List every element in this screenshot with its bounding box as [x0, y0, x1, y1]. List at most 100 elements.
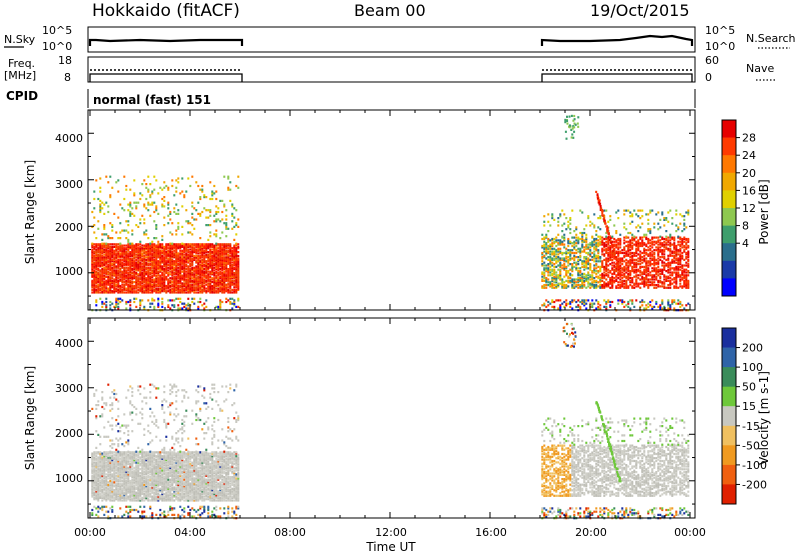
scatter-cell — [165, 268, 168, 271]
scatter-cell — [579, 258, 582, 261]
scatter-cell — [211, 277, 214, 280]
scatter-cell — [599, 237, 602, 241]
scatter-cell — [193, 277, 196, 280]
scatter-cell — [583, 277, 586, 280]
scatter-cell — [99, 203, 102, 206]
scatter-cell — [145, 229, 148, 232]
scatter-cell — [687, 213, 690, 216]
scatter-cell — [137, 286, 140, 289]
scatter-cell — [197, 269, 200, 272]
scatter-cell — [93, 224, 96, 227]
scatter-cell — [143, 268, 146, 271]
scatter-cell — [203, 243, 206, 246]
scatter-cell — [671, 260, 674, 263]
scatter-cell — [157, 260, 160, 263]
scatter-cell — [157, 282, 160, 285]
scatter-cell — [233, 300, 236, 304]
scatter-cell — [137, 264, 140, 267]
scatter-cell — [553, 240, 556, 243]
scatter-cell — [213, 252, 216, 255]
scatter-cell — [623, 279, 626, 282]
scatter-cell — [659, 242, 662, 245]
colorbar-segment — [722, 120, 736, 138]
scatter-cell — [157, 290, 160, 293]
scatter-cell — [177, 264, 180, 267]
scatter-cell — [147, 249, 150, 252]
scatter-cell — [139, 299, 142, 302]
scatter-cell — [679, 258, 682, 261]
scatter-cell — [613, 265, 616, 268]
scatter-cell — [663, 264, 666, 267]
scatter-cell — [683, 228, 686, 231]
scatter-cell — [231, 258, 234, 261]
scatter-cell — [561, 253, 564, 256]
scatter-cell — [623, 286, 626, 289]
scatter-cell — [165, 254, 168, 258]
scatter-cell — [165, 287, 168, 290]
scatter-cell — [179, 268, 182, 271]
scatter-cell — [183, 287, 186, 290]
scatter-cell — [677, 265, 680, 268]
scatter-cell — [113, 269, 116, 272]
scatter-cell — [101, 278, 104, 281]
scatter-cell — [547, 220, 550, 223]
scatter-cell — [205, 244, 208, 247]
scatter-cell — [167, 269, 170, 272]
scatter-cell — [155, 265, 158, 268]
scatter-cell — [155, 227, 158, 230]
scatter-cell — [121, 291, 124, 294]
scatter-cell — [119, 254, 122, 258]
scatter-cell — [171, 254, 174, 258]
scatter-cell — [105, 249, 108, 252]
scatter-cell — [687, 263, 690, 266]
scatter-cell — [209, 260, 212, 263]
scatter-cell — [181, 205, 184, 208]
scatter-cell — [129, 245, 132, 248]
scatter-cell — [235, 265, 238, 268]
scatter-cell — [593, 302, 596, 305]
scatter-cell — [151, 252, 154, 255]
scatter-cell — [625, 279, 628, 282]
scatter-cell — [175, 269, 178, 272]
scatter-cell — [545, 305, 548, 308]
scatter-cell — [199, 287, 202, 290]
scatter-cell — [139, 287, 142, 290]
scatter-cell — [125, 288, 128, 291]
scatter-cell — [197, 212, 200, 215]
scatter-cell — [95, 253, 98, 256]
scatter-cell — [131, 251, 134, 254]
scatter-cell — [617, 299, 620, 302]
scatter-cell — [581, 246, 584, 249]
scatter-cell — [171, 179, 174, 182]
noise-left-tick-bottom: 10^0 — [42, 40, 72, 53]
scatter-cell — [107, 264, 110, 267]
scatter-cell — [541, 272, 544, 275]
scatter-cell — [105, 265, 108, 268]
scatter-cell — [625, 267, 628, 270]
scatter-cell — [207, 224, 210, 227]
scatter-cell — [231, 275, 234, 278]
scatter-cell — [541, 278, 544, 281]
scatter-cell — [223, 283, 226, 286]
scatter-cell — [587, 215, 590, 218]
scatter-cell — [169, 244, 172, 247]
scatter-cell — [673, 243, 676, 246]
scatter-cell — [217, 262, 220, 265]
scatter-cell — [127, 224, 130, 227]
scatter-cell — [109, 251, 112, 254]
scatter-cell — [183, 278, 186, 281]
scatter-cell — [187, 282, 190, 285]
scatter-cell — [153, 286, 156, 289]
scatter-cell — [207, 290, 210, 293]
scatter-cell — [665, 217, 668, 220]
scatter-cell — [631, 279, 634, 282]
scatter-cell — [663, 281, 666, 284]
scatter-cell — [635, 240, 638, 243]
scatter-cell — [219, 264, 222, 267]
scatter-cell — [683, 218, 686, 221]
scatter-cell — [225, 270, 228, 273]
scatter-cell — [593, 243, 596, 246]
scatter-cell — [627, 247, 630, 250]
scatter-cell — [91, 269, 94, 272]
scatter-cell — [575, 284, 578, 287]
